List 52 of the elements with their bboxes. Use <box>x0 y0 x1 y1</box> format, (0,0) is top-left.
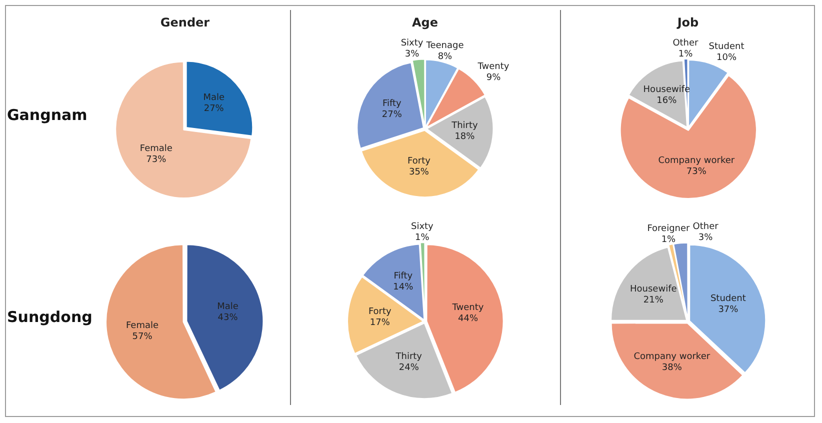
data-label: 3% <box>698 233 714 244</box>
data-label: 9% <box>486 72 502 83</box>
slice-label: Fifty <box>394 272 414 282</box>
data-label: 37% <box>718 304 739 315</box>
data-label: 1% <box>661 235 676 245</box>
data-label: 27% <box>204 104 224 114</box>
data-label: 57% <box>132 332 153 342</box>
data-label: 8% <box>438 52 453 62</box>
slice-label: Company worker <box>658 156 735 166</box>
slice-label: Sixty <box>410 222 434 232</box>
slice-label: Other <box>692 222 719 232</box>
data-label: 21% <box>643 296 664 306</box>
data-label: 10% <box>716 53 737 64</box>
data-label: 44% <box>458 314 478 324</box>
chart-title: Gender <box>160 15 210 30</box>
data-label: 1% <box>415 232 430 243</box>
slice-label: Foreigner <box>647 224 690 234</box>
slice-label: Female <box>140 144 173 154</box>
slice-label: Teenage <box>425 40 464 51</box>
data-label: 73% <box>686 167 707 178</box>
data-label: 1% <box>678 49 694 60</box>
data-label: 38% <box>662 363 682 374</box>
slice-label: Twenty <box>451 303 484 314</box>
slice-label: Sixty <box>400 38 424 49</box>
slice-label: Fifty <box>382 98 402 109</box>
text: Sungdong <box>7 308 92 326</box>
slice-label: Thirty <box>394 352 423 362</box>
data-label: 17% <box>370 318 390 328</box>
slice-label: Other <box>672 38 699 48</box>
slice-label: Twenty <box>476 62 510 72</box>
chart-title: Job <box>676 15 700 30</box>
slice-label: Company worker <box>634 352 710 362</box>
slice-label: Male <box>203 93 225 104</box>
data-label: 73% <box>146 154 167 165</box>
slice-label: Housewife <box>630 284 678 295</box>
slice-label: Male <box>217 302 239 312</box>
slice-label: Forty <box>408 156 432 167</box>
slice-label: Forty <box>368 307 392 318</box>
data-label: 27% <box>382 110 402 120</box>
text: Gangnam <box>7 106 88 124</box>
data-label: 16% <box>656 96 678 106</box>
data-label: 24% <box>398 363 420 374</box>
slice-label: Thirty <box>450 121 478 132</box>
data-label: 14% <box>393 282 414 293</box>
slice-label: Student <box>710 294 746 304</box>
data-label: 35% <box>408 168 430 178</box>
chart-title: Age <box>412 15 438 30</box>
slice-label: Student <box>708 42 745 52</box>
slice-label: Female <box>126 320 159 331</box>
data-label: 18% <box>454 132 476 142</box>
data-label: 3% <box>404 50 420 60</box>
data-label: 43% <box>218 312 238 323</box>
